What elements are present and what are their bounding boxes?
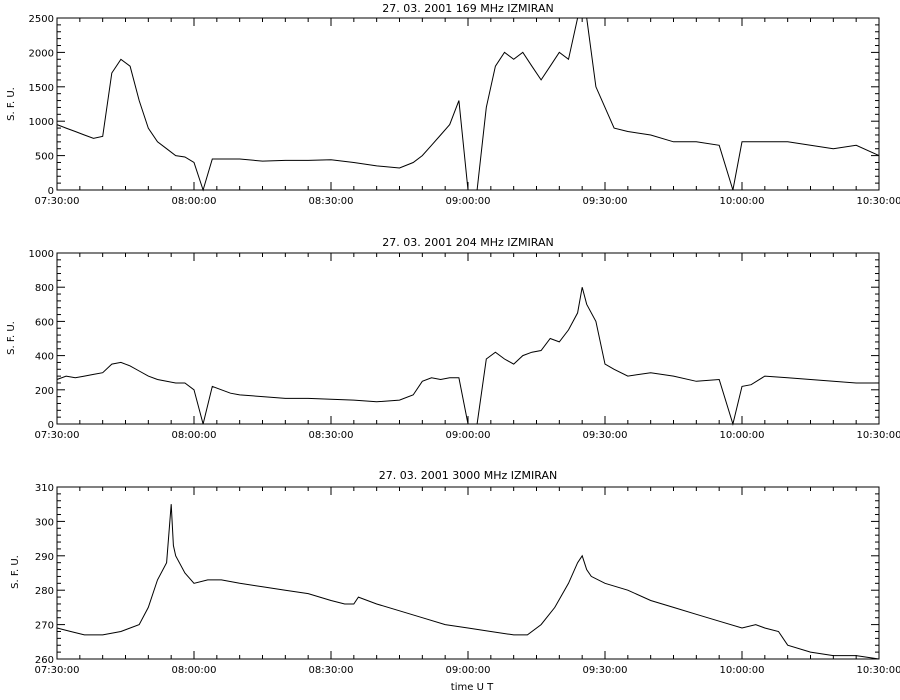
y-tick-label: 280 [35,586,54,597]
x-tick-label: 10:30:00 [857,196,900,207]
x-axis-label: time U T [451,682,494,693]
x-tick-label: 07:30:00 [35,196,80,207]
y-tick-label: 600 [35,317,54,328]
y-tick-label: 300 [35,517,54,528]
x-tick-label: 08:30:00 [309,196,354,207]
plot-frame [56,252,880,425]
y-tick-label: 260 [35,655,54,666]
y-tick-label: 0 [48,420,54,431]
x-tick-label: 09:30:00 [583,430,628,441]
x-tick-label: 09:30:00 [583,665,628,676]
y-axis-label: S. F. U. [10,555,21,589]
y-tick-label: 1500 [29,83,54,94]
y-tick-label: 270 [35,621,54,632]
x-tick-label: 10:30:00 [857,430,900,441]
y-tick-label: 1000 [29,249,54,260]
chart-title: 27. 03. 2001 3000 MHz IZMIRAN [379,469,557,482]
x-tick-label: 07:30:00 [35,665,80,676]
x-tick-label: 08:30:00 [309,665,354,676]
x-tick-label: 09:00:00 [446,196,491,207]
panel-3000mhz: 27. 03. 2001 3000 MHz IZMIRAN S. F. U. t… [10,469,900,693]
x-tick-label: 08:00:00 [172,665,217,676]
x-tick-label: 10:00:00 [720,430,765,441]
y-tick-label: 2500 [29,14,54,25]
x-tick-label: 10:30:00 [857,665,900,676]
x-tick-label: 09:00:00 [446,430,491,441]
chart-title: 27. 03. 2001 169 MHz IZMIRAN [382,2,553,15]
x-tick-label: 10:00:00 [720,196,765,207]
plot-frame [56,17,880,191]
y-tick-label: 500 [35,152,54,163]
x-tick-label: 08:30:00 [309,430,354,441]
x-tick-label: 08:00:00 [172,430,217,441]
y-tick-label: 2000 [29,48,54,59]
y-tick-label: 200 [35,386,54,397]
series-line [56,287,879,426]
y-tick-label: 0 [48,186,54,197]
y-tick-label: 800 [35,283,54,294]
series-line [56,504,880,660]
x-tick-label: 09:00:00 [446,665,491,676]
y-axis-label: S. F. U. [6,87,17,121]
x-tick-label: 10:00:00 [720,665,765,676]
x-tick-label: 07:30:00 [35,430,80,441]
chart-title: 27. 03. 2001 204 MHz IZMIRAN [382,236,553,249]
y-tick-label: 1000 [29,117,54,128]
y-tick-label: 400 [35,352,54,363]
y-tick-label: 310 [35,483,54,494]
panel-169mhz: 27. 03. 2001 169 MHz IZMIRAN S. F. U. 07… [6,2,900,207]
y-tick-label: 290 [35,552,54,563]
y-axis-label: S. F. U. [6,321,17,355]
x-tick-label: 09:30:00 [583,196,628,207]
series-line [56,17,880,192]
plot-frame [56,486,880,660]
panel-204mhz: 27. 03. 2001 204 MHz IZMIRAN S. F. U. 07… [6,236,900,441]
x-tick-label: 08:00:00 [172,196,217,207]
